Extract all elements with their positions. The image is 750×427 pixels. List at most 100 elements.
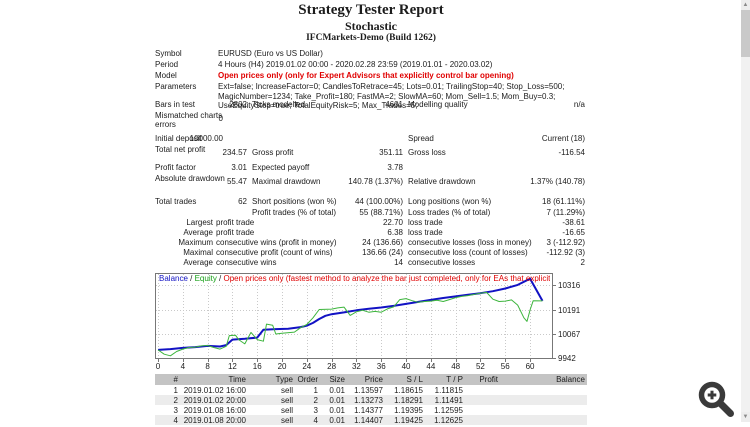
trades-header-cell: Balance (500, 374, 587, 385)
summary-row: Model Open prices only (only for Expert A… (155, 70, 587, 81)
x-axis-label: 48 (451, 362, 461, 371)
trade-cell: 1.12625 (425, 415, 465, 425)
summary-label: consecutive losses (loss in money) (408, 238, 532, 247)
summary-label: consecutive wins (216, 258, 277, 267)
summary-label: Average (183, 228, 213, 237)
trade-cell: 1.11491 (425, 395, 465, 405)
summary-value: 4601 (385, 100, 403, 109)
summary-value: 14 (394, 258, 403, 267)
trade-cell: 1.18615 (394, 385, 423, 395)
legend-separator: / (216, 274, 224, 283)
summary-row: Period 4 Hours (H4) 2019.01.02 00:00 - 20… (155, 59, 587, 70)
summary-row: Average profit trade 6.38 loss trade -16.65 (155, 228, 587, 238)
vertical-scrollbar[interactable]: ▲ ▼ (741, 0, 750, 422)
summary-label: Ticks modelled (252, 100, 306, 109)
summary-label: Mismatched charts errors (155, 111, 223, 129)
x-axis-label: 16 (252, 362, 262, 371)
trade-cell (465, 405, 500, 415)
trade-cell: sell (248, 395, 295, 405)
x-axis-label: 0 (155, 362, 161, 371)
x-axis-label: 52 (475, 362, 485, 371)
summary-value: 2802 (229, 100, 247, 109)
summary-value: 3.78 (387, 163, 403, 172)
trade-cell (500, 405, 587, 415)
summary-label: Absolute drawdown (155, 174, 225, 183)
summary-value: 62 (238, 197, 247, 206)
trade-cell: 3 (173, 405, 178, 415)
summary-value: 6.38 (387, 228, 403, 237)
trade-cell: 1.12595 (434, 405, 463, 415)
trade-cell: 1 (173, 385, 178, 395)
trade-cell: 1.13597 (354, 385, 383, 395)
summary-value: 55.47 (226, 177, 247, 186)
summary-row: Profit factor 3.01 Expected payoff 3.78 (155, 162, 587, 173)
summary-label: Initial deposit (155, 134, 202, 143)
x-axis-label: 56 (500, 362, 510, 371)
y-axis-label: 10191 (558, 305, 581, 315)
trade-cell (500, 385, 587, 395)
summary-value: 0 (218, 114, 223, 123)
summary-label: Long positions (won %) (408, 197, 492, 206)
summary-label: Gross loss (408, 148, 446, 157)
trade-cell: 1.19395 (394, 405, 423, 415)
summary-label: consecutive wins (profit in money) (216, 238, 337, 247)
summary-value: 2 (580, 258, 585, 267)
y-axis-label: 10316 (558, 280, 581, 290)
server-build: IFCMarkets-Demo (Build 1262) (306, 33, 436, 43)
trade-cell: 2019.01.08 20:00 (180, 415, 248, 425)
trades-header-cell: Order (295, 374, 320, 385)
trade-cell (500, 415, 587, 425)
summary-value: 55 (88.71%) (359, 208, 403, 217)
trade-cell (500, 395, 587, 405)
trade-cell: 3 (313, 405, 318, 415)
summary-value: 44 (100.00%) (354, 197, 403, 206)
trade-cell: 1.14407 (347, 415, 385, 425)
legend-separator: / (187, 274, 195, 283)
summary-value: Open prices only (only for Expert Adviso… (218, 71, 514, 80)
trade-cell: 1 (313, 385, 318, 395)
summary-row: Absolute drawdown 55.47 Maximal drawdown 14… (155, 173, 587, 191)
summary-label: consecutive loss (count of losses) (408, 248, 528, 257)
trade-row: 2 2019.01.02 20:00 sell 2 0.01 1.13273 1.18291… (155, 395, 587, 405)
trade-cell: sell (280, 385, 293, 395)
summary-value: -38.61 (562, 218, 585, 227)
report-content: Strategy Tester Report Stochastic IFCMar… (155, 0, 587, 425)
y-axis-label: 9942 (558, 354, 576, 363)
trade-row: 1 2019.01.02 16:00 sell 1 0.01 1.13597 1.18615… (155, 385, 587, 395)
summary-value: 136.66 (24) (362, 248, 403, 257)
summary-value: 234.57 (222, 148, 247, 157)
trade-cell: 2019.01.02 20:00 (180, 395, 248, 405)
trade-row: 3 2019.01.08 16:00 sell 3 0.01 1.14377 1.19395… (155, 405, 587, 415)
trade-cell (465, 385, 500, 395)
summary-value: 10000.00 (189, 134, 223, 143)
chart-canvas (155, 273, 556, 362)
trade-cell: 2019.01.02 16:00 (183, 385, 246, 395)
summary-label: Profit factor (155, 163, 196, 172)
x-axis-label: 40 (401, 362, 411, 371)
summary-label: Total net profit (155, 145, 206, 154)
summary-label: Profit trades (% of total) (252, 208, 337, 217)
summary-label: consecutive profit (count of wins) (216, 248, 333, 257)
summary-label: consecutive losses (408, 258, 476, 267)
scrollbar-thumb[interactable] (741, 10, 750, 57)
summary-label: Loss trades (% of total) (408, 208, 491, 217)
zoom-in-icon[interactable] (693, 380, 741, 422)
trade-cell: sell (248, 415, 295, 425)
scroll-up-icon[interactable]: ▲ (741, 0, 750, 10)
trade-cell: sell (280, 405, 293, 415)
summary-value: n/a (573, 100, 585, 109)
summary-value: Current (18) (541, 134, 585, 143)
x-axis-label: 12 (227, 362, 237, 371)
summary-value: 3.01 (231, 163, 247, 172)
summary-label: Largest (186, 218, 213, 227)
trade-cell: 0.01 (329, 405, 345, 415)
x-axis-label: 36 (376, 362, 386, 371)
summary-value: 4 Hours (H4) 2019.01.02 00:00 - 2020.02.… (218, 60, 493, 69)
scroll-down-icon[interactable]: ▼ (741, 412, 750, 422)
summary-row: Bars in test 2802 Ticks modelled 4601 Modell… (155, 99, 587, 110)
series-balance (157, 277, 544, 351)
chart-legend: Balance / Equity / Open prices only (fas… (156, 274, 550, 284)
y-axis-label: 10067 (558, 330, 581, 340)
